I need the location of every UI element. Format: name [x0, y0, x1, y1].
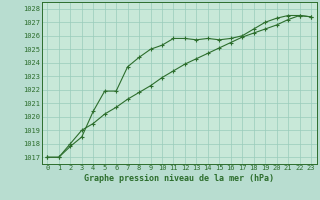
X-axis label: Graphe pression niveau de la mer (hPa): Graphe pression niveau de la mer (hPa): [84, 174, 274, 183]
